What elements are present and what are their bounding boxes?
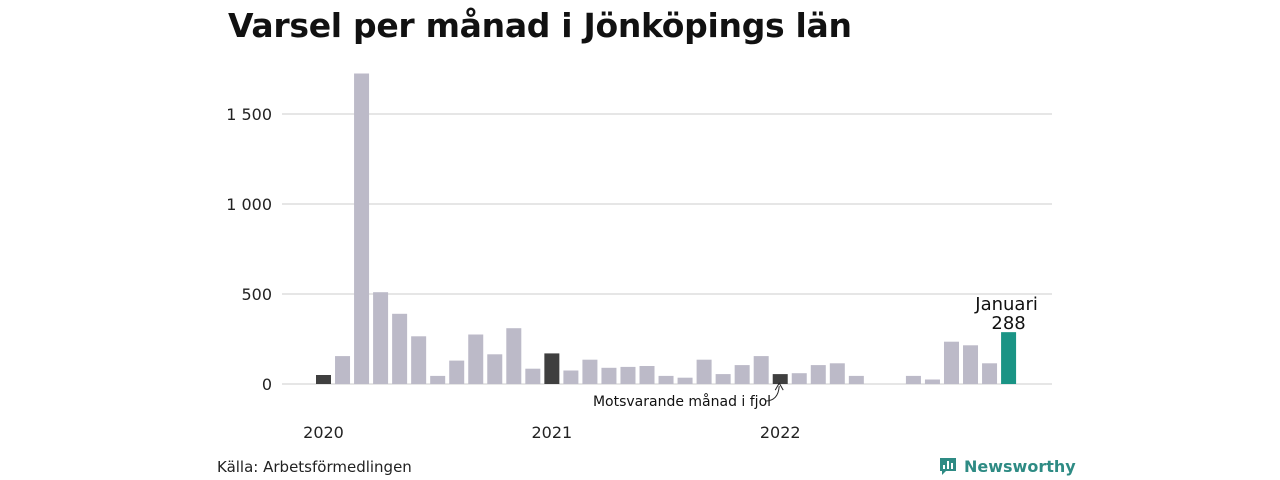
bar-okt bbox=[715, 374, 731, 384]
bar-mar bbox=[582, 359, 598, 384]
gridlines bbox=[282, 113, 1052, 385]
bar-dec bbox=[753, 356, 769, 384]
arrow-head-icon bbox=[774, 382, 784, 391]
x-axis-year-labels: 2020 2021 2022 bbox=[303, 423, 800, 442]
current-month-label: Januari bbox=[974, 294, 1038, 315]
bar-aug bbox=[449, 360, 465, 384]
bar-dec bbox=[982, 363, 998, 384]
bar-jun bbox=[639, 366, 655, 384]
prior-year-label: Motsvarande månad i fjol bbox=[593, 393, 771, 410]
bar-nov bbox=[734, 365, 750, 384]
y-tick-label: 0 bbox=[262, 375, 272, 394]
x-year-label: 2022 bbox=[760, 423, 801, 442]
bar-okt bbox=[487, 354, 503, 384]
bar-feb bbox=[335, 356, 351, 384]
bar-jul bbox=[658, 375, 674, 384]
bar-sep bbox=[696, 359, 712, 384]
newsworthy-logo-icon bbox=[940, 458, 956, 475]
x-year-label: 2021 bbox=[532, 423, 573, 442]
bar-sep bbox=[924, 379, 940, 384]
brand-logo[interactable]: Newsworthy bbox=[938, 456, 1076, 476]
x-year-label: 2020 bbox=[303, 423, 344, 442]
bar-feb bbox=[791, 373, 807, 384]
bar-jan bbox=[772, 374, 788, 384]
bar-jan bbox=[1001, 332, 1017, 384]
y-tick-label: 1 000 bbox=[226, 195, 272, 214]
bar-mar bbox=[810, 365, 826, 384]
y-tick-label: 500 bbox=[241, 285, 272, 304]
bar-jul bbox=[430, 375, 446, 384]
y-axis-ticks: 0 500 1 000 1 500 bbox=[226, 105, 272, 394]
y-tick-label: 1 500 bbox=[226, 105, 272, 124]
bar-maj bbox=[392, 313, 408, 384]
bar-dec bbox=[525, 368, 541, 384]
bar-nov bbox=[506, 328, 522, 384]
bar-apr bbox=[601, 367, 617, 384]
bar-feb bbox=[563, 370, 579, 384]
bar-mar bbox=[354, 73, 370, 384]
brand-name: Newsworthy bbox=[964, 456, 1076, 476]
bar-jan bbox=[544, 353, 560, 384]
chart-title: Varsel per månad i Jönköpings län bbox=[228, 6, 852, 45]
bar-nov bbox=[963, 345, 979, 384]
bar-apr bbox=[829, 363, 845, 384]
bar-maj bbox=[848, 375, 864, 384]
bar-apr bbox=[373, 292, 389, 384]
current-value-label: 288 bbox=[991, 313, 1025, 334]
bar-okt bbox=[943, 341, 959, 384]
bar-sep bbox=[468, 334, 484, 384]
bar-jun bbox=[411, 336, 427, 384]
bar-aug bbox=[677, 377, 693, 384]
bar-jan bbox=[316, 375, 331, 384]
source-note: Källa: Arbetsförmedlingen bbox=[217, 458, 412, 476]
bar-aug bbox=[905, 375, 921, 384]
prior-year-arrow bbox=[765, 386, 780, 402]
bar-maj bbox=[620, 366, 636, 384]
bars bbox=[316, 73, 1017, 384]
